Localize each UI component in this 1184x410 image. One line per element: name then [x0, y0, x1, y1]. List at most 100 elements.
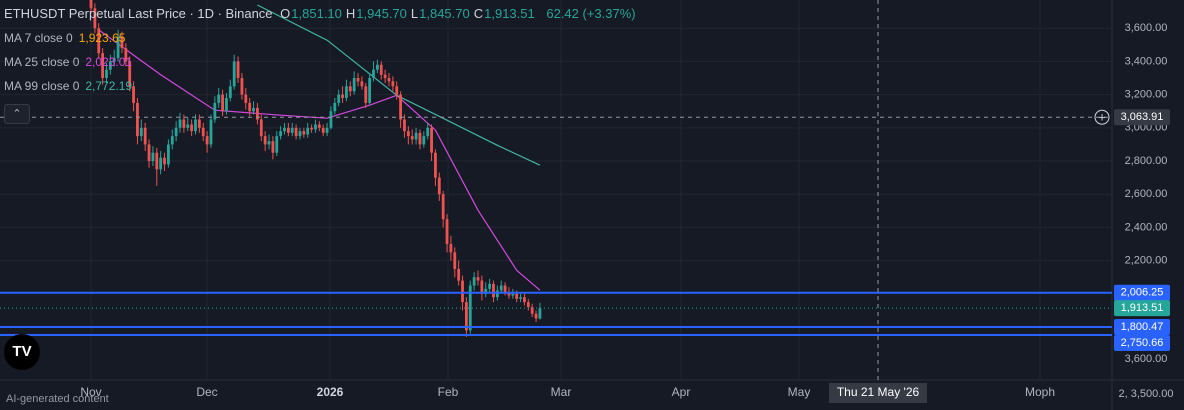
- candle-body: [178, 119, 182, 128]
- candle-body: [406, 131, 410, 137]
- candle-body: [457, 268, 461, 281]
- candle-body: [256, 107, 259, 120]
- axis-corner: 2, 3,500.00: [1118, 388, 1173, 400]
- candle-body: [480, 280, 484, 294]
- candle-body: [244, 94, 248, 103]
- candle-body: [325, 127, 329, 133]
- candle-body: [430, 127, 433, 153]
- candle-body: [449, 244, 453, 253]
- candle-body: [170, 136, 174, 145]
- candle-body: [426, 127, 430, 137]
- candle-body: [97, 28, 101, 54]
- candle-body: [526, 302, 530, 308]
- x-tick-label: Apr: [672, 385, 691, 399]
- candle-body: [372, 69, 375, 79]
- indicator-name: MA 99 close 0: [4, 79, 80, 93]
- candle-body: [136, 102, 139, 137]
- candle-body: [248, 102, 252, 112]
- candle-body: [364, 86, 368, 103]
- candle-body: [445, 219, 449, 245]
- candle-body: [190, 124, 194, 132]
- candle-body: [151, 152, 155, 162]
- ma-line: [98, 29, 541, 291]
- ohlc-label: L: [410, 6, 419, 21]
- candle-body: [523, 297, 526, 303]
- candle-body: [368, 78, 372, 103]
- candle-body: [379, 64, 383, 75]
- candle-body: [275, 136, 279, 153]
- candle-body: [437, 177, 441, 195]
- add-button[interactable]: [1094, 109, 1110, 125]
- candle-body: [488, 283, 492, 289]
- x-tick-label: May: [788, 385, 811, 399]
- y-tick-label: 3,200.00: [1125, 89, 1168, 101]
- y-tick-label: 3,400.00: [1125, 55, 1168, 67]
- candle-body: [89, 0, 93, 9]
- candle-body: [302, 131, 306, 135]
- candle-body: [139, 127, 143, 137]
- candle-body: [503, 285, 507, 293]
- candle-body: [197, 119, 201, 128]
- candle-body: [341, 94, 344, 98]
- candle-body: [163, 157, 166, 165]
- candle-body: [105, 69, 108, 79]
- candle-body: [360, 81, 364, 87]
- collapse-button[interactable]: ⌃: [4, 104, 30, 124]
- price-line-label-bg: [1114, 284, 1170, 301]
- indicator-row: MA 99 close 0 2,772.19: [4, 79, 138, 93]
- candle-body: [464, 302, 468, 331]
- candle-body: [306, 127, 310, 135]
- candle-body: [492, 283, 495, 298]
- candle-body: [534, 313, 538, 319]
- watermark: AI-generated content: [6, 393, 109, 405]
- candle-body: [116, 36, 120, 59]
- candle-body: [403, 119, 406, 132]
- ohlc-label: H: [345, 6, 356, 21]
- candle-body: [182, 119, 186, 128]
- candle-body: [321, 127, 325, 133]
- candle-body: [348, 86, 352, 92]
- candle-body: [484, 288, 488, 294]
- crosshair-price: 3,063.91: [1121, 111, 1164, 123]
- candle-body: [317, 124, 321, 128]
- candle-body: [530, 307, 534, 314]
- candle-body: [252, 107, 255, 112]
- candle-body: [259, 119, 263, 137]
- crosshair-price-bg: [1114, 109, 1170, 126]
- x-tick-label: Dec: [196, 385, 217, 399]
- logo[interactable]: TV: [4, 334, 40, 370]
- candle-body: [399, 94, 402, 120]
- candle-body: [132, 86, 135, 103]
- candle-body: [232, 61, 236, 87]
- candle-body: [418, 132, 422, 145]
- candle-body: [352, 78, 356, 92]
- indicator-value: 2,023.01: [85, 55, 133, 69]
- candle-body: [538, 308, 542, 319]
- candle-body: [221, 94, 224, 112]
- indicator-value: 2,772.19: [85, 79, 133, 93]
- ohlc-label: C: [473, 6, 484, 21]
- candle-body: [263, 136, 267, 145]
- candle-body: [333, 102, 337, 112]
- x-tick-label: Mar: [551, 385, 572, 399]
- candle-body: [271, 141, 275, 153]
- candle-body: [147, 144, 151, 162]
- candle-body: [186, 124, 190, 128]
- candle-body: [468, 285, 472, 331]
- change: 62.42 (+3.37%): [546, 6, 636, 21]
- candle-body: [194, 119, 197, 132]
- candle-body: [120, 36, 124, 49]
- candle-body: [395, 86, 399, 95]
- ohlc: O1,851.10 H1,945.70 L1,845.70 C1,913.51: [280, 6, 539, 21]
- crosshair-date: Thu 21 May '26: [837, 385, 920, 399]
- ohlc-value: 1,851.10: [291, 6, 342, 21]
- candle-body: [217, 94, 221, 103]
- ma-line: [257, 4, 541, 166]
- crosshair-date-bg: [829, 383, 927, 403]
- candle-body: [414, 132, 418, 140]
- candle-body: [375, 64, 379, 70]
- candle-body: [337, 94, 341, 103]
- candle-body: [236, 61, 240, 79]
